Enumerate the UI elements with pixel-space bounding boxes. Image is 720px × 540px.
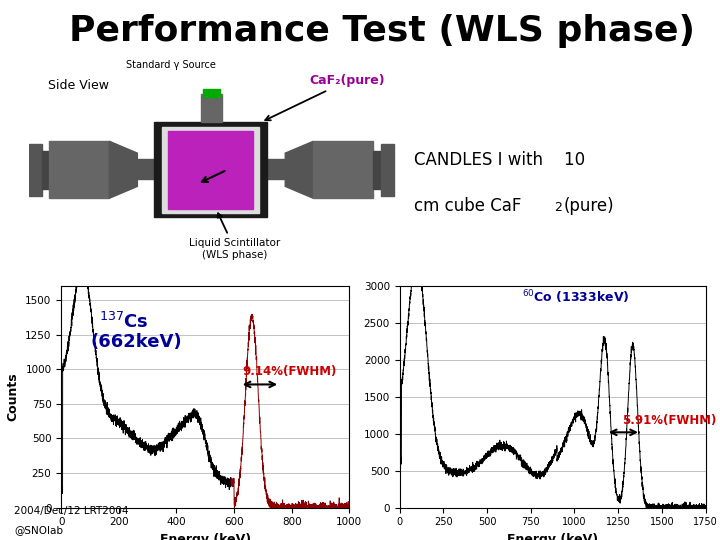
Bar: [201, 94, 222, 122]
Text: (pure): (pure): [564, 197, 614, 215]
Bar: [266, 159, 285, 179]
Bar: [373, 151, 381, 189]
Bar: [162, 127, 259, 213]
Text: $^{60}$Co (1333keV): $^{60}$Co (1333keV): [522, 288, 629, 306]
Y-axis label: Counts: Counts: [6, 373, 19, 421]
Text: 9.14%(FWHM): 9.14%(FWHM): [243, 364, 337, 378]
Bar: [168, 131, 253, 209]
Text: CaF₂(pure): CaF₂(pure): [265, 74, 385, 120]
Text: 2: 2: [554, 201, 562, 214]
Polygon shape: [285, 141, 313, 198]
Text: Performance Test (WLS phase): Performance Test (WLS phase): [68, 14, 695, 48]
Bar: [42, 151, 50, 189]
Bar: [203, 89, 220, 97]
X-axis label: Energy (keV): Energy (keV): [507, 533, 598, 540]
Bar: [138, 159, 156, 179]
Text: @SNOlab: @SNOlab: [14, 524, 63, 535]
Bar: [29, 144, 42, 196]
Text: Standard γ Source: Standard γ Source: [126, 59, 216, 70]
Text: cm cube CaF: cm cube CaF: [414, 197, 521, 215]
Text: 5.91%(FWHM): 5.91%(FWHM): [621, 414, 716, 427]
Bar: [154, 122, 266, 217]
Text: Liquid Scintillator
(WLS phase): Liquid Scintillator (WLS phase): [189, 213, 280, 260]
Bar: [50, 141, 109, 198]
Text: 2004/Dec/12 LRT2004: 2004/Dec/12 LRT2004: [14, 505, 129, 516]
Text: CANDLES I with    10: CANDLES I with 10: [414, 151, 585, 169]
Text: (662keV): (662keV): [90, 333, 181, 351]
Polygon shape: [109, 141, 138, 198]
Text: $^{137}$Cs: $^{137}$Cs: [99, 312, 148, 332]
Text: Side View: Side View: [48, 79, 109, 92]
Bar: [381, 144, 394, 196]
Bar: [313, 141, 373, 198]
X-axis label: Energy (keV): Energy (keV): [160, 533, 251, 540]
